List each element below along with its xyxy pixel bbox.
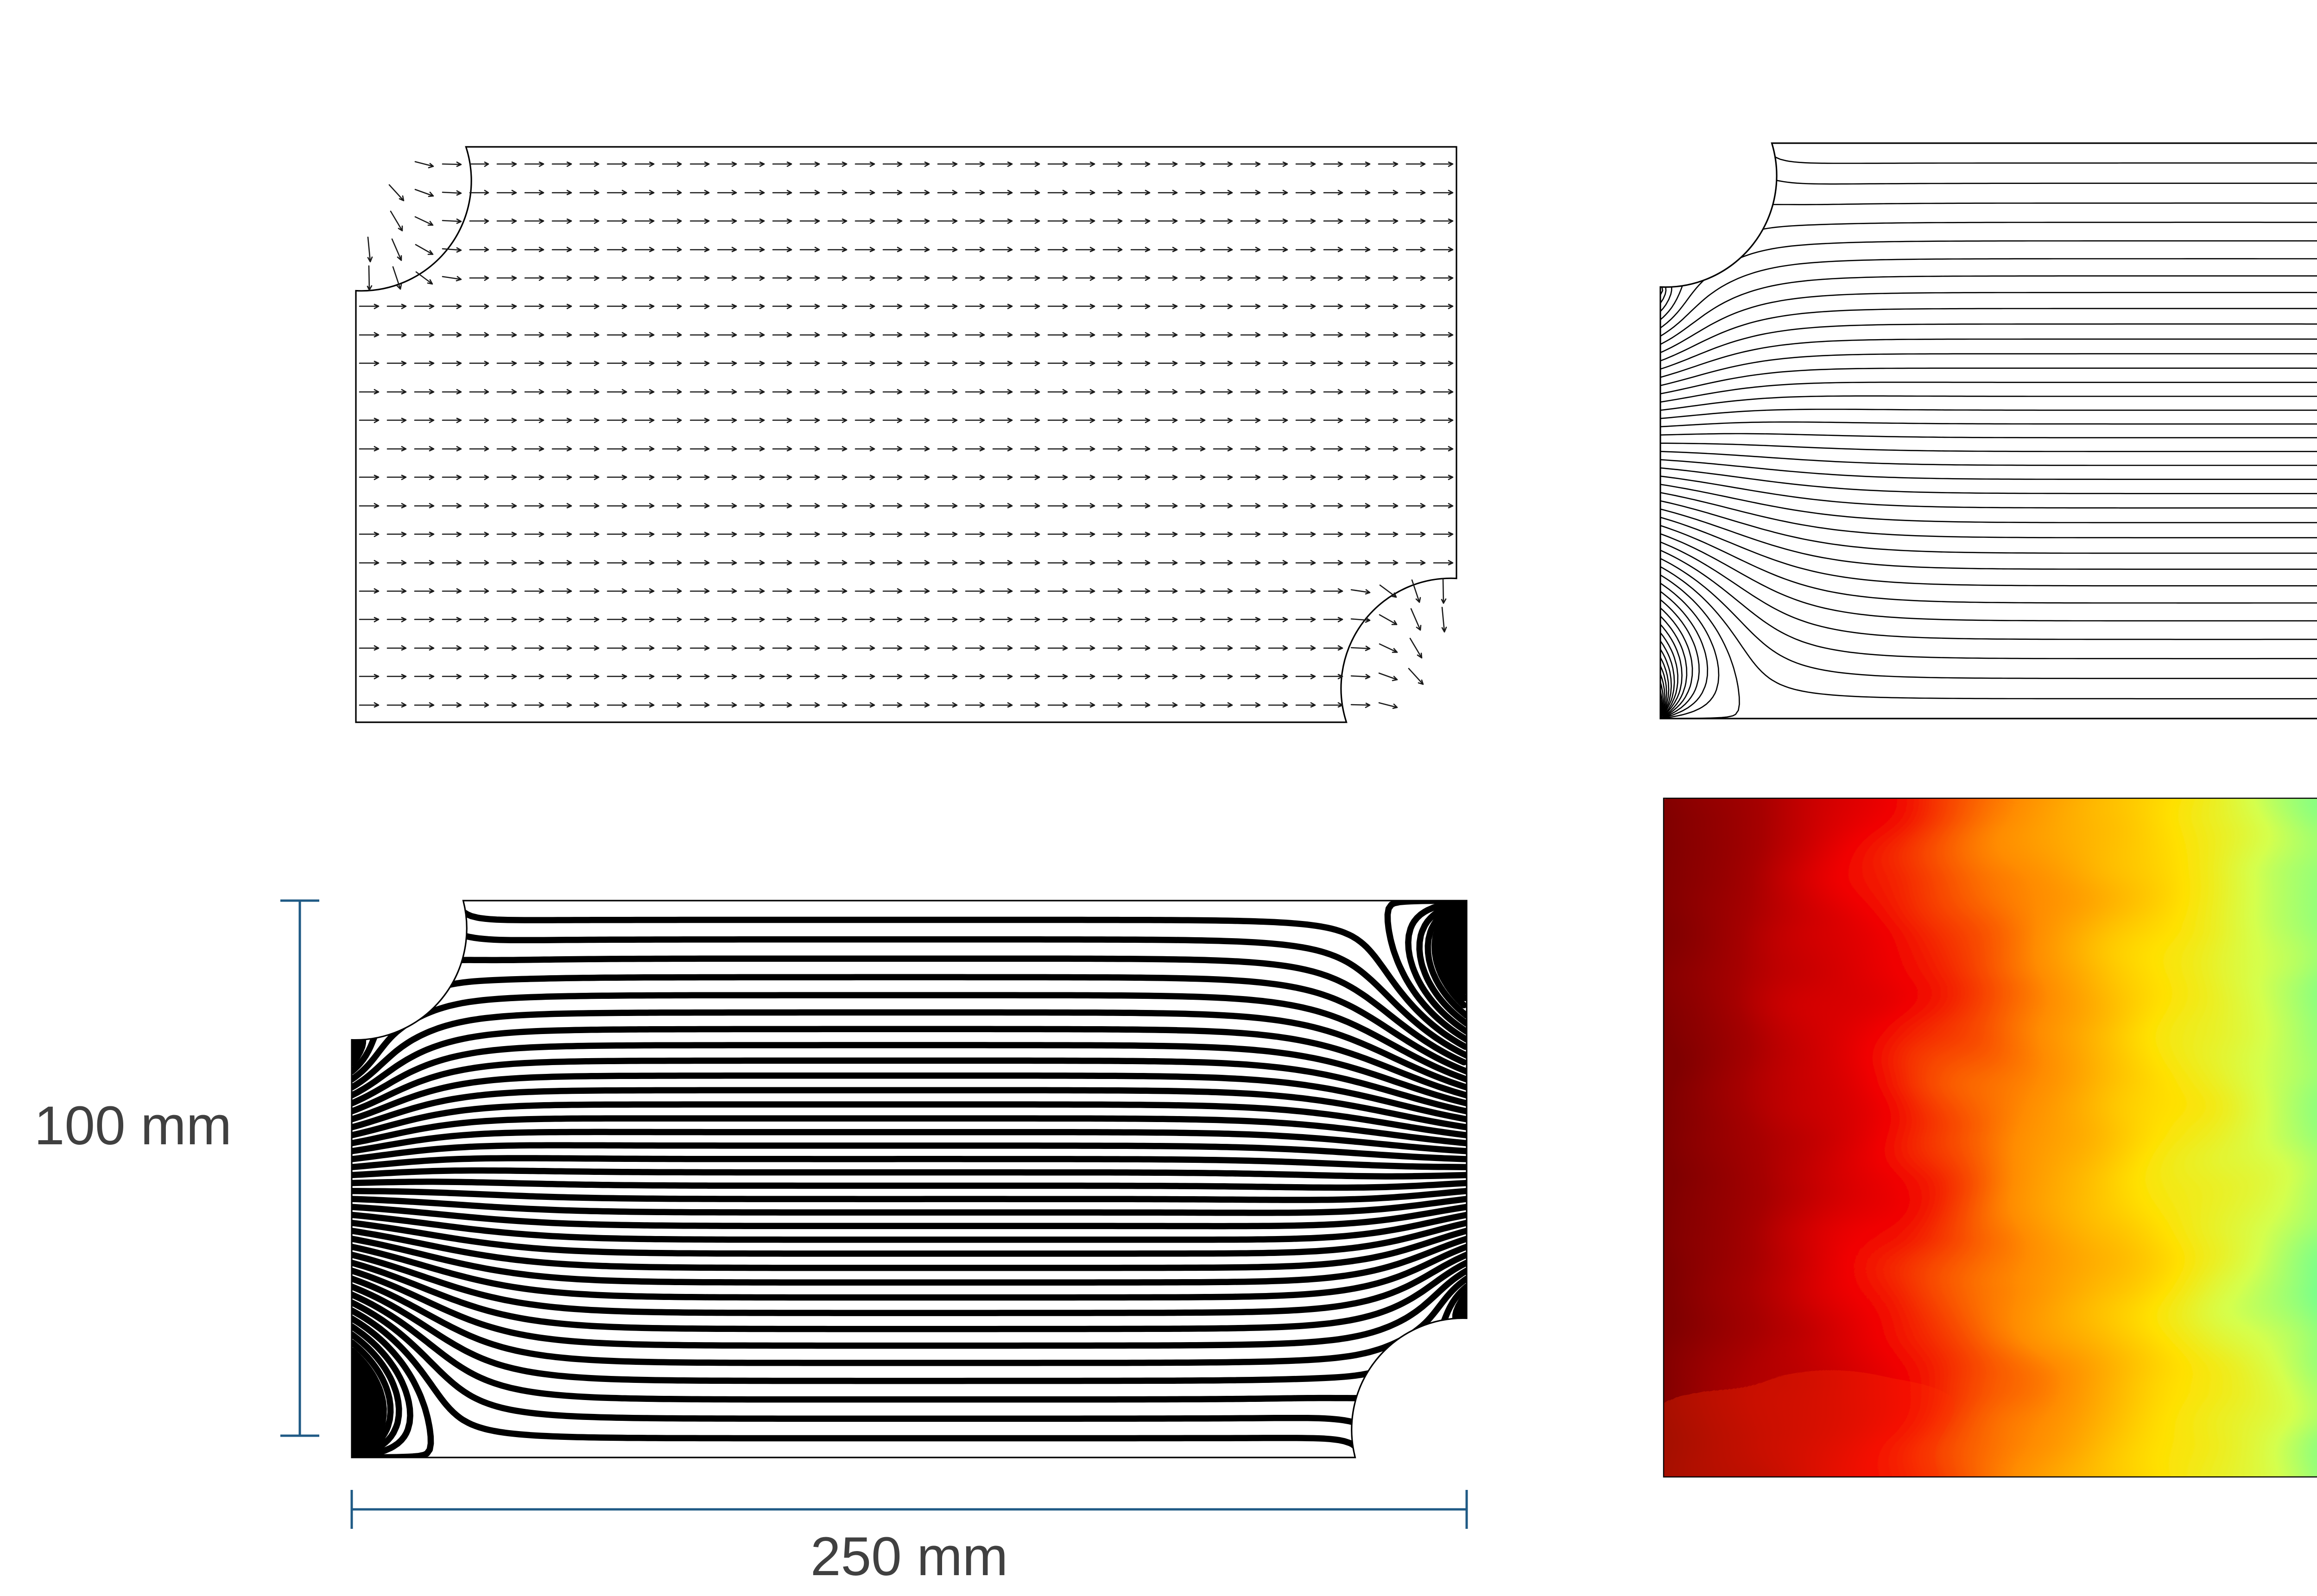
svg-text:100 mm: 100 mm [34, 1095, 232, 1156]
svg-text:250 mm: 250 mm [810, 1526, 1008, 1587]
